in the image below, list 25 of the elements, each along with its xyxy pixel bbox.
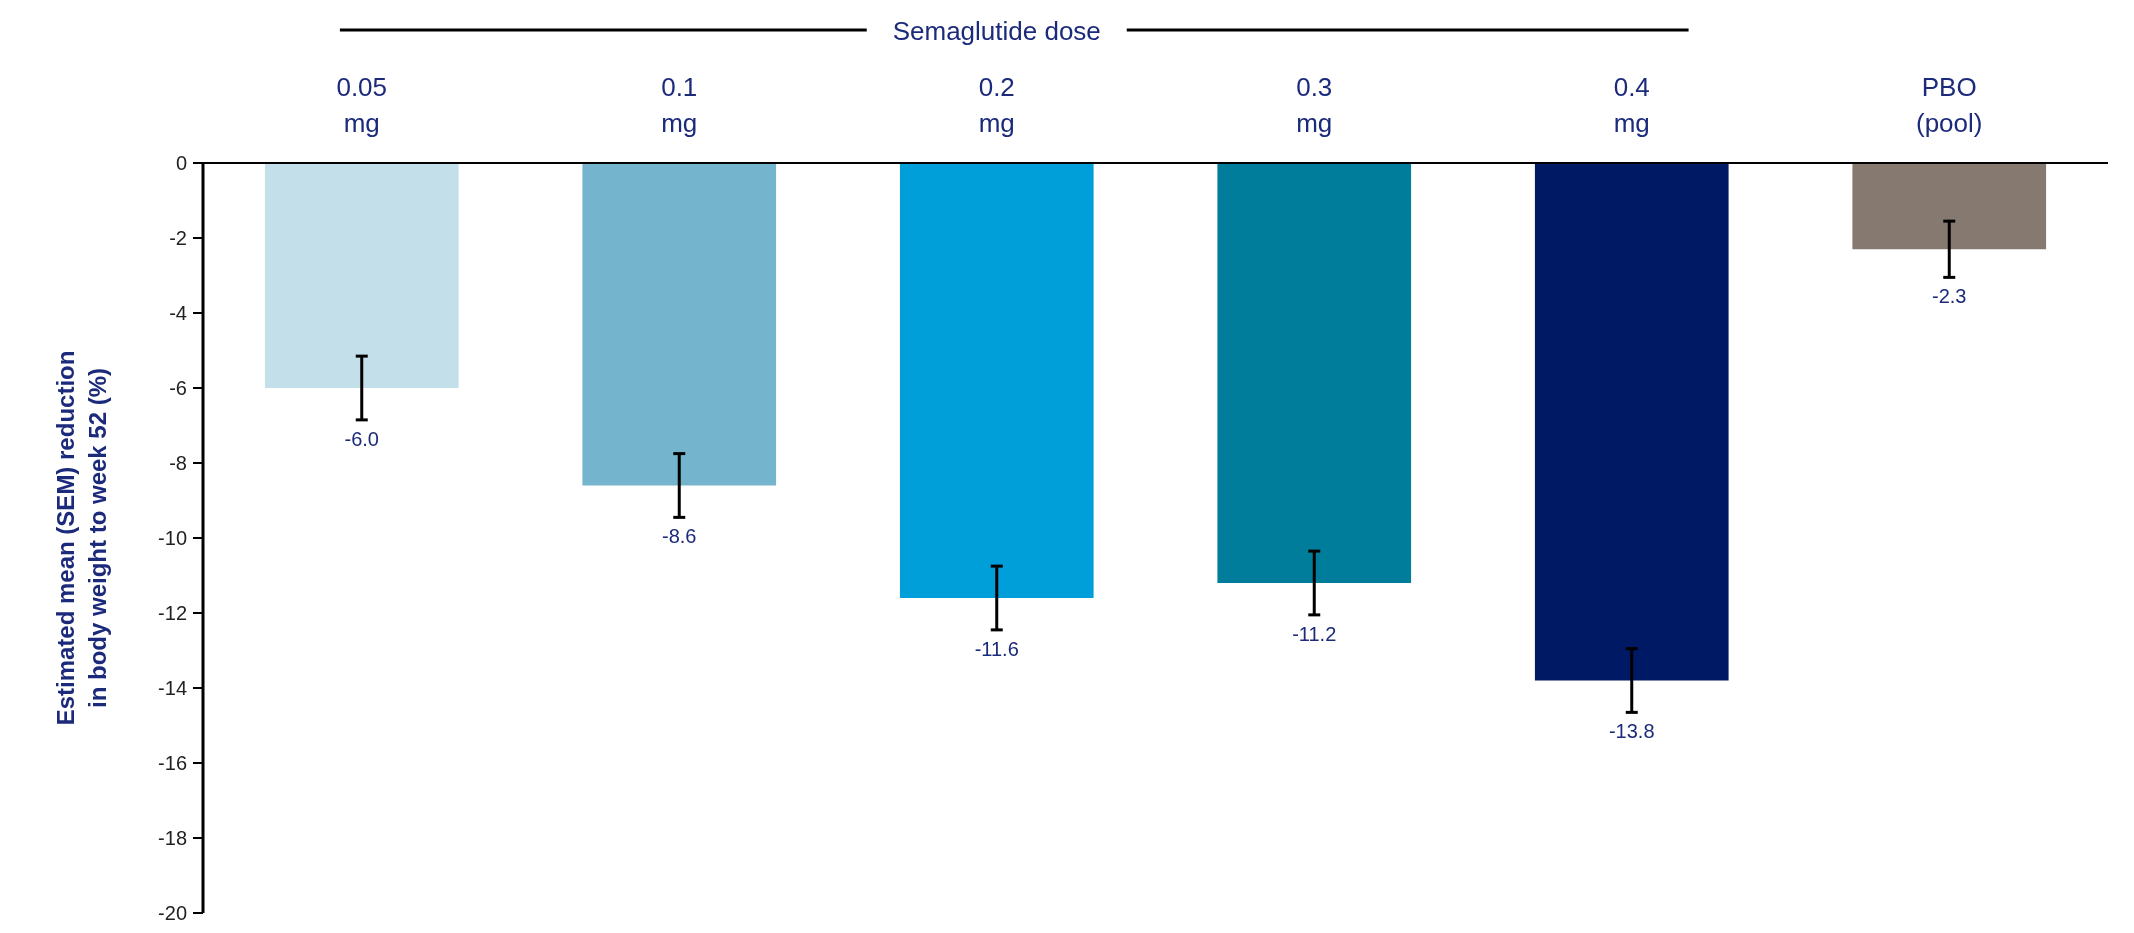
y-tick-label: -12 <box>158 602 187 624</box>
chart-title: Semaglutide dose <box>892 16 1101 46</box>
y-tick-label: -8 <box>169 452 187 474</box>
y-tick-label: -4 <box>169 302 187 324</box>
data-label: -8.6 <box>662 525 697 548</box>
y-tick-label: -2 <box>169 227 187 249</box>
data-label: -11.2 <box>1292 622 1337 645</box>
x-tick-label: 0.4 mg <box>1613 72 1650 138</box>
data-label: -6.0 <box>344 427 379 450</box>
y-tick-label: -18 <box>158 827 187 849</box>
y-tick-label: -14 <box>158 677 187 699</box>
x-tick-label: 0.2 mg <box>978 72 1015 138</box>
y-tick-label: -10 <box>158 527 187 549</box>
x-tick-label: PBO (pool) <box>1916 72 1983 138</box>
y-tick-label: -20 <box>158 902 187 924</box>
data-label: -11.6 <box>974 637 1019 660</box>
x-tick-label: 0.3 mg <box>1296 72 1333 138</box>
x-tick-label: 0.1 mg <box>661 72 698 138</box>
y-tick-label: -16 <box>158 752 187 774</box>
data-label: -13.8 <box>1608 720 1655 743</box>
data-label: -2.3 <box>1932 285 1967 308</box>
y-tick-label: -6 <box>169 377 187 399</box>
y-tick-label: 0 <box>175 152 187 174</box>
y-axis-title: Estimated mean (SEM) reduction in body weight to week 52 (%) <box>52 350 111 726</box>
x-tick-label: 0.05 mg <box>336 72 388 138</box>
